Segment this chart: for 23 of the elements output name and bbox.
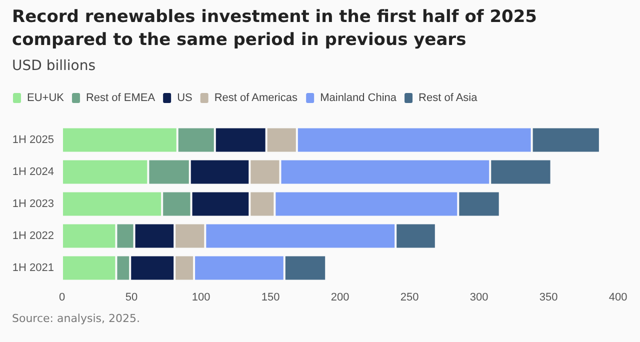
x-tick-label: 400 [608,292,628,304]
x-tick-label: 350 [539,292,558,304]
legend-label: Mainland China [320,92,398,104]
x-tick-label: 100 [192,292,210,304]
y-tick-label: 1H 2024 [12,166,54,178]
x-tick-label: 150 [261,292,280,304]
y-tick-label: 1H 2022 [12,230,54,242]
legend-label: Rest of Asia [418,92,478,104]
x-tick-label: 300 [470,292,488,304]
chart-subtitle: USD billions [12,58,96,74]
chart-title: Record renewables investment in the first half of 2025 compared to the same period in previous years [12,6,538,52]
legend-label: Rest of Americas [214,92,298,104]
x-tick-label: 50 [125,292,138,304]
legend-label: US [177,92,192,104]
y-tick-label: 1H 2021 [12,262,54,274]
x-tick-label: 200 [330,292,350,304]
source-note: Source: analysis, 2025. [12,312,140,325]
y-tick-label: 1H 2023 [12,198,54,210]
x-tick-label: 250 [400,292,419,304]
y-tick-label: 1H 2025 [12,134,54,146]
legend-label: EU+UK [27,92,65,104]
legend-label: Rest of EMEA [86,92,156,104]
x-tick-label: 0 [58,292,66,304]
